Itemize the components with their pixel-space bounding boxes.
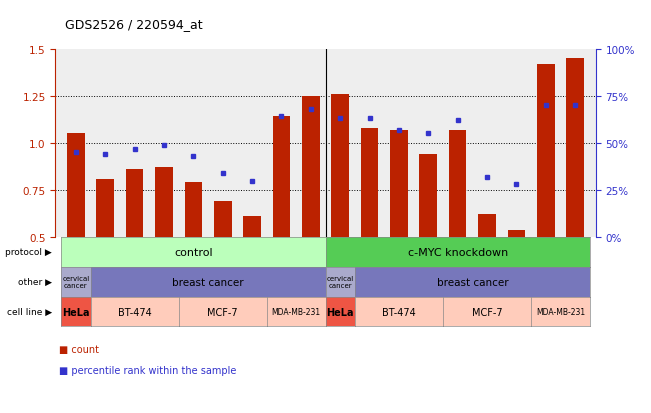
Text: other ▶: other ▶: [18, 278, 52, 287]
Text: ■ count: ■ count: [59, 344, 98, 354]
Text: cervical
cancer: cervical cancer: [327, 275, 353, 289]
Bar: [390, 131, 408, 237]
Bar: [184, 183, 202, 237]
Text: protocol ▶: protocol ▶: [5, 248, 52, 257]
Bar: [126, 170, 143, 237]
Bar: [302, 97, 320, 237]
Text: GDS2526 / 220594_at: GDS2526 / 220594_at: [65, 18, 202, 31]
Text: breast cancer: breast cancer: [173, 277, 244, 287]
Text: MDA-MB-231: MDA-MB-231: [536, 307, 585, 316]
Text: ■ percentile rank within the sample: ■ percentile rank within the sample: [59, 365, 236, 375]
Text: breast cancer: breast cancer: [437, 277, 508, 287]
Bar: [361, 128, 378, 237]
Bar: [449, 131, 467, 237]
Text: MCF-7: MCF-7: [208, 307, 238, 317]
Bar: [155, 168, 173, 237]
Bar: [67, 134, 85, 237]
Bar: [331, 95, 349, 237]
Text: MCF-7: MCF-7: [472, 307, 503, 317]
Bar: [273, 117, 290, 237]
Text: BT-474: BT-474: [118, 307, 152, 317]
Bar: [508, 230, 525, 237]
Bar: [537, 64, 555, 237]
Text: control: control: [174, 247, 213, 257]
Bar: [243, 217, 261, 237]
Bar: [214, 202, 232, 237]
Text: HeLa: HeLa: [326, 307, 354, 317]
Text: cell line ▶: cell line ▶: [7, 307, 52, 316]
Text: HeLa: HeLa: [62, 307, 90, 317]
Text: BT-474: BT-474: [382, 307, 416, 317]
Text: c-MYC knockdown: c-MYC knockdown: [408, 247, 508, 257]
Bar: [419, 155, 437, 237]
Bar: [566, 59, 584, 237]
Bar: [478, 215, 496, 237]
Text: MDA-MB-231: MDA-MB-231: [271, 307, 321, 316]
Text: cervical
cancer: cervical cancer: [62, 275, 90, 289]
Bar: [96, 179, 114, 237]
